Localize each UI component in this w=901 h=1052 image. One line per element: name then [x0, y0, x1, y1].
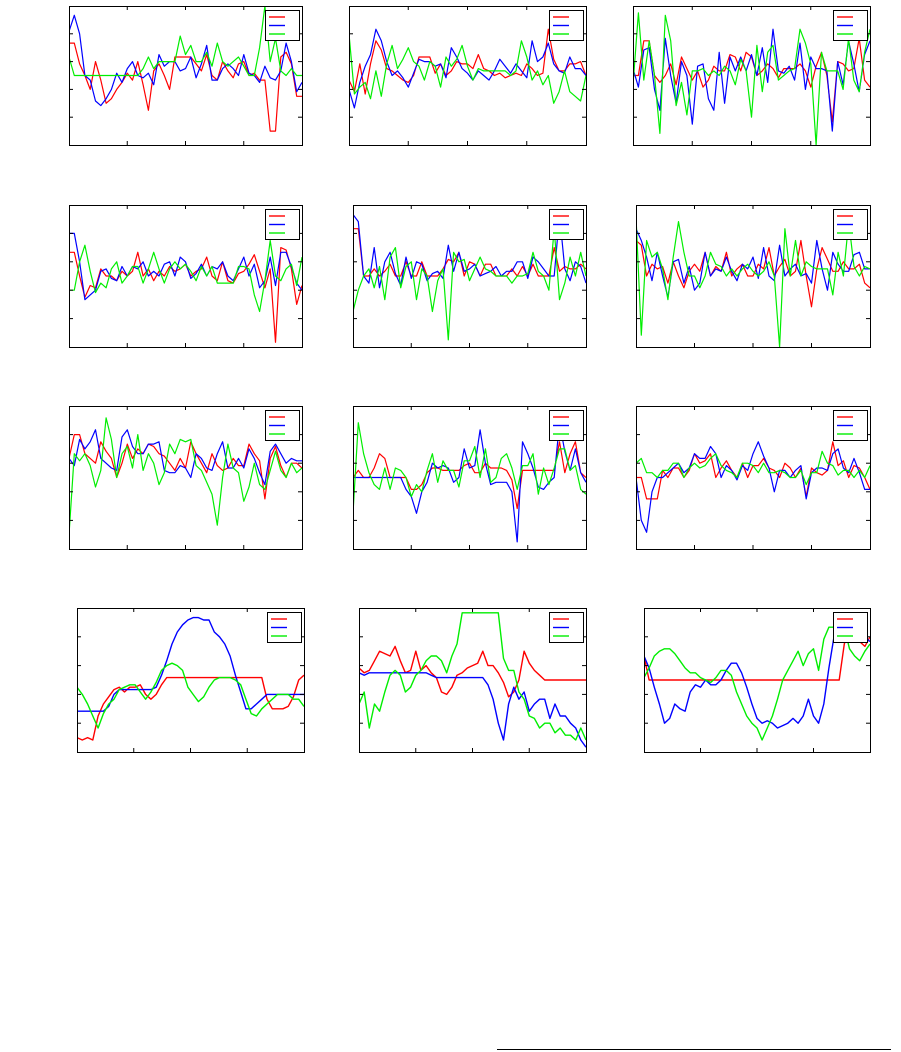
series-line-green	[353, 422, 586, 514]
legend	[265, 410, 300, 441]
series-line-blue	[359, 672, 586, 748]
legend	[265, 209, 300, 240]
legend	[833, 410, 868, 441]
legend	[267, 612, 302, 643]
series-line-blue	[69, 14, 302, 107]
series-line-blue	[69, 232, 302, 301]
series-line-green	[69, 239, 302, 313]
legend	[549, 209, 584, 240]
chart-panel	[69, 205, 303, 348]
series-line-blue	[349, 28, 586, 109]
chart-panel	[359, 608, 587, 753]
legend	[265, 10, 300, 41]
chart-panel	[69, 6, 303, 146]
series-line-green	[359, 612, 586, 741]
series-line-green	[353, 228, 586, 341]
legend	[549, 410, 584, 441]
series-line-green	[644, 626, 870, 741]
series-line-green	[77, 662, 304, 729]
legend	[833, 209, 868, 240]
legend	[833, 612, 868, 643]
series-line-blue	[69, 429, 302, 486]
series-line-red	[77, 674, 304, 741]
chart-panel	[636, 205, 871, 348]
series-line-blue	[633, 28, 870, 132]
series-line-green	[636, 450, 870, 486]
chart-panel	[353, 205, 587, 348]
chart-panel	[69, 406, 303, 550]
series-line-red	[359, 645, 586, 698]
series-line-blue	[636, 441, 870, 533]
series-line-green	[349, 33, 586, 104]
chart-panel	[636, 406, 871, 550]
series-line-red	[353, 441, 586, 510]
chart-panel	[633, 6, 871, 146]
series-line-blue	[77, 616, 304, 712]
series-line-green	[636, 216, 870, 347]
chart-panel	[353, 406, 587, 550]
chart-panel	[349, 6, 587, 146]
legend	[549, 10, 584, 41]
legend	[833, 10, 868, 41]
series-line-red	[644, 626, 870, 681]
series-line-blue	[644, 616, 870, 729]
series-line-blue	[353, 213, 586, 289]
chart-panel	[77, 608, 305, 753]
chart-panel	[644, 608, 871, 753]
footnote-rule	[497, 1049, 891, 1050]
series-line-green	[633, 12, 870, 145]
series-line-red	[353, 228, 586, 277]
series-line-blue	[353, 422, 586, 543]
series-line-green	[69, 6, 302, 77]
series-line-blue	[636, 228, 870, 298]
legend	[549, 612, 584, 643]
series-line-green	[69, 417, 302, 535]
series-line-red	[69, 42, 302, 132]
